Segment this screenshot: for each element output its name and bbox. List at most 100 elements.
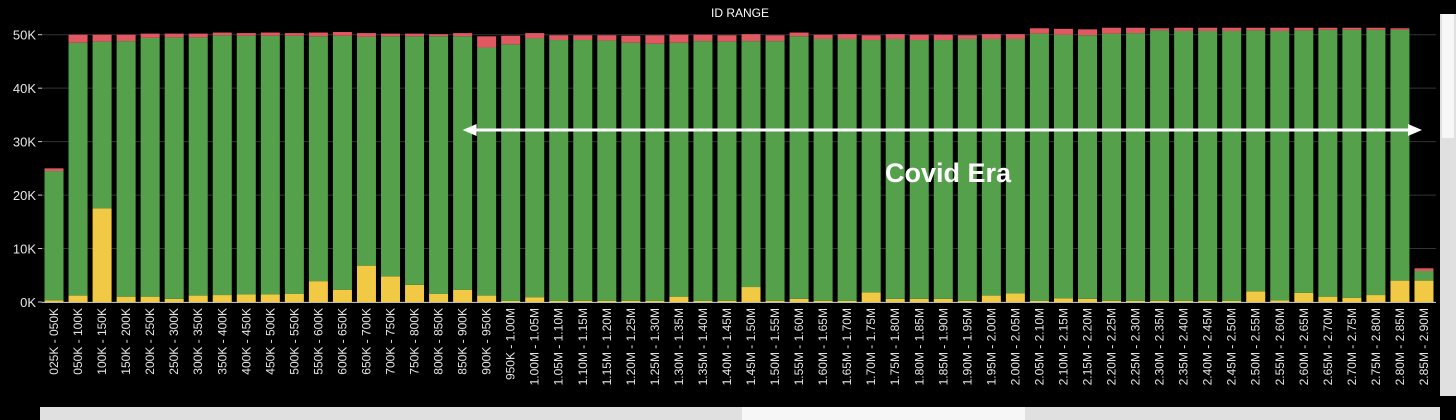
bar-segment-green[interactable] (861, 40, 881, 293)
bar-stack[interactable] (188, 33, 208, 302)
bar-stack[interactable] (212, 32, 232, 302)
bar-segment-red[interactable] (1150, 28, 1170, 31)
bar-segment-red[interactable] (116, 34, 136, 42)
vertical-scrollbar-thumb[interactable] (1442, 14, 1454, 138)
bar-segment-red[interactable] (621, 35, 641, 43)
bar-stack[interactable] (453, 33, 473, 302)
bar-segment-red[interactable] (260, 32, 280, 36)
bar-stack[interactable] (381, 33, 400, 302)
bar-stack[interactable] (1414, 268, 1434, 302)
bar-segment-red[interactable] (308, 32, 328, 37)
bar-stack[interactable] (765, 35, 785, 302)
bar-segment-yellow[interactable] (1414, 280, 1434, 302)
bar-segment-red[interactable] (717, 35, 737, 42)
bar-segment-red[interactable] (501, 35, 521, 45)
bar-segment-yellow[interactable] (140, 296, 160, 302)
bar-segment-green[interactable] (212, 35, 232, 296)
bar-stack[interactable] (789, 32, 809, 302)
bar-stack[interactable] (741, 34, 761, 302)
bar-segment-yellow[interactable] (837, 300, 857, 302)
bar-segment-red[interactable] (44, 168, 64, 172)
bar-stack[interactable] (405, 33, 425, 302)
bar-segment-yellow[interactable] (1198, 300, 1218, 302)
bar-segment-green[interactable] (405, 36, 425, 285)
bar-stack[interactable] (140, 33, 160, 302)
bar-segment-red[interactable] (1270, 27, 1290, 31)
bar-segment-green[interactable] (645, 43, 665, 301)
bar-segment-yellow[interactable] (477, 295, 497, 302)
bar-segment-green[interactable] (332, 35, 352, 290)
bar-segment-red[interactable] (453, 33, 473, 37)
bar-segment-red[interactable] (140, 33, 160, 38)
bar-segment-green[interactable] (1005, 38, 1025, 294)
bar-segment-green[interactable] (1053, 34, 1073, 299)
bar-segment-yellow[interactable] (981, 295, 1001, 302)
bar-segment-red[interactable] (525, 33, 545, 39)
bar-segment-red[interactable] (284, 33, 304, 36)
bar-segment-yellow[interactable] (44, 300, 64, 302)
bar-segment-red[interactable] (332, 32, 352, 36)
bar-segment-red[interactable] (789, 32, 809, 37)
bar-segment-green[interactable] (909, 40, 929, 299)
bar-stack[interactable] (1053, 28, 1073, 302)
bar-segment-red[interactable] (813, 34, 833, 39)
bar-segment-red[interactable] (741, 34, 761, 42)
bar-segment-red[interactable] (1126, 27, 1146, 34)
bar-segment-green[interactable] (621, 42, 641, 301)
bar-stack[interactable] (645, 35, 665, 302)
bar-segment-yellow[interactable] (1053, 298, 1073, 302)
bar-segment-yellow[interactable] (68, 295, 88, 302)
bar-segment-green[interactable] (525, 38, 545, 298)
bar-segment-red[interactable] (981, 34, 1001, 39)
bar-segment-yellow[interactable] (164, 298, 184, 302)
bar-segment-green[interactable] (453, 36, 473, 290)
bar-segment-yellow[interactable] (549, 300, 569, 302)
horizontal-scrollbar-thumb[interactable] (742, 407, 1025, 420)
bar-segment-green[interactable] (164, 37, 184, 299)
bar-segment-red[interactable] (405, 33, 425, 37)
bar-segment-red[interactable] (957, 35, 977, 39)
bar-segment-green[interactable] (1246, 30, 1266, 292)
bar-segment-green[interactable] (140, 37, 160, 297)
bar-segment-green[interactable] (1342, 29, 1362, 298)
bar-segment-red[interactable] (933, 34, 953, 41)
bar-segment-red[interactable] (236, 33, 256, 36)
bar-segment-yellow[interactable] (260, 294, 280, 302)
bar-segment-green[interactable] (1029, 33, 1049, 301)
bar-segment-green[interactable] (381, 36, 400, 277)
bar-segment-red[interactable] (1078, 29, 1097, 36)
bar-segment-yellow[interactable] (621, 300, 641, 302)
bar-segment-red[interactable] (1222, 27, 1242, 31)
bar-stack[interactable] (1294, 27, 1314, 302)
bar-segment-yellow[interactable] (501, 300, 521, 302)
bar-segment-yellow[interactable] (1390, 280, 1410, 302)
bar-segment-red[interactable] (1390, 28, 1410, 30)
bar-segment-yellow[interactable] (861, 292, 881, 302)
bar-segment-green[interactable] (44, 171, 64, 301)
bar-segment-yellow[interactable] (308, 281, 328, 302)
bar-segment-green[interactable] (1126, 33, 1146, 301)
bar-segment-green[interactable] (1078, 35, 1097, 299)
bar-segment-green[interactable] (549, 40, 569, 301)
bar-segment-green[interactable] (1318, 29, 1338, 297)
bar-stack[interactable] (933, 34, 953, 302)
bar-segment-yellow[interactable] (1078, 298, 1097, 302)
bar-stack[interactable] (164, 33, 184, 302)
bar-segment-red[interactable] (597, 35, 617, 41)
bar-segment-green[interactable] (885, 38, 905, 299)
bar-segment-red[interactable] (669, 34, 689, 43)
bar-stack[interactable] (549, 35, 569, 302)
bar-segment-yellow[interactable] (741, 287, 761, 302)
bar-segment-green[interactable] (597, 40, 617, 301)
bar-segment-red[interactable] (1029, 28, 1049, 34)
bar-segment-green[interactable] (236, 35, 256, 295)
bar-segment-red[interactable] (92, 34, 112, 42)
bar-segment-red[interactable] (861, 35, 881, 41)
bar-stack[interactable] (260, 32, 280, 302)
bar-segment-red[interactable] (1246, 27, 1266, 31)
bar-stack[interactable] (501, 35, 521, 302)
bar-stack[interactable] (68, 34, 88, 302)
bar-segment-red[interactable] (429, 34, 449, 37)
bar-segment-green[interactable] (669, 42, 689, 297)
bar-stack[interactable] (957, 35, 977, 302)
